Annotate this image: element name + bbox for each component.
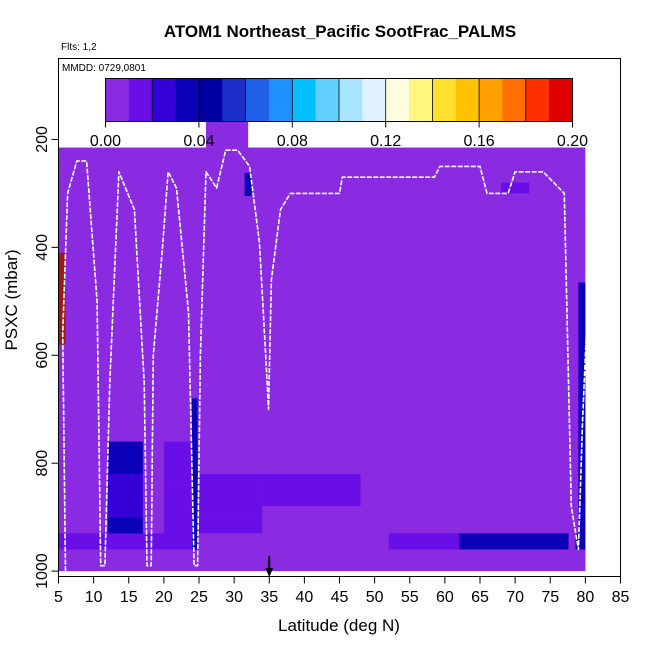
- heatmap-cell: [58, 533, 108, 550]
- heatmap-cell: [444, 174, 551, 199]
- heatmap-cell: [339, 174, 445, 194]
- x-tick-label: 25: [190, 589, 208, 606]
- colorbar-bin: [362, 78, 387, 122]
- colorbar-bin: [268, 78, 293, 122]
- heatmap-cell: [536, 274, 572, 313]
- heatmap-cell: [58, 252, 66, 345]
- colorbar-tick-label: 0.16: [464, 133, 495, 150]
- heatmap-cell: [58, 557, 101, 572]
- heatmap-cell: [458, 290, 502, 313]
- colorbar-bin: [105, 78, 130, 122]
- heatmap-cell: [262, 473, 361, 507]
- marker-arrow-head: [265, 568, 274, 577]
- heatmap-cells: [58, 120, 586, 572]
- heatmap-cell: [199, 533, 389, 545]
- colorbar-bin: [315, 78, 340, 122]
- x-tick-label: 55: [401, 589, 419, 606]
- colorbar-frame: [105, 78, 573, 122]
- heatmap-cell: [458, 533, 579, 550]
- colorbar-bin: [222, 78, 246, 122]
- heatmap-cell: [234, 371, 333, 404]
- colorbar: 0.00 0.04 0.08 0.12 0.16 0.20: [90, 78, 588, 150]
- x-tick-label: 80: [576, 589, 594, 606]
- y-axis-title: PSXC (mbar): [2, 249, 21, 350]
- colorbar-tick-label: 0.08: [277, 133, 308, 150]
- y-axis: 200 400 600 800 1000: [34, 126, 59, 589]
- x-tick-label: 15: [120, 589, 138, 606]
- colorbar-tick-label: 0.20: [557, 133, 588, 150]
- colorbar-tick-label: 0.12: [370, 133, 401, 150]
- colorbar-bin: [292, 78, 317, 122]
- heatmap-cell: [568, 312, 576, 550]
- heatmap-cell: [199, 517, 263, 534]
- heatmap-cell: [107, 441, 143, 474]
- colorbar-bin: [432, 78, 457, 122]
- x-tick-label: 60: [436, 589, 454, 606]
- colorbar-bin: [128, 78, 153, 122]
- x-tick-label: 10: [85, 589, 103, 606]
- colorbar-bin: [549, 78, 573, 122]
- colorbar-bin: [175, 78, 200, 122]
- heatmap-cell: [234, 409, 340, 431]
- heatmap-cell: [501, 182, 530, 194]
- heatmap-cell: [191, 398, 198, 550]
- x-tick-label: 70: [506, 589, 524, 606]
- heatmap-cell: [107, 533, 192, 550]
- x-tick-label: 20: [155, 589, 173, 606]
- x-tick-label: 45: [331, 589, 349, 606]
- heatmap-cell: [163, 441, 192, 485]
- x-tick-label: 35: [260, 589, 278, 606]
- chart-title: ATOM1 Northeast_Pacific SootFrac_PALMS: [164, 22, 516, 41]
- colorbar-bin: [525, 78, 550, 122]
- colorbar-tick-label: 0.00: [90, 133, 121, 150]
- x-tick-label: 65: [471, 589, 489, 606]
- heatmap-cell: [58, 549, 586, 566]
- colorbar-bin: [152, 78, 176, 122]
- y-tick-label: 1000: [34, 553, 51, 589]
- heatmap-cell: [163, 484, 192, 539]
- colorbar-bin: [198, 78, 223, 122]
- heatmap-cell: [388, 533, 459, 550]
- heatmap-cell: [199, 473, 263, 518]
- x-tick-label: 30: [225, 589, 243, 606]
- heatmap-cell: [107, 473, 143, 518]
- y-tick-label: 600: [34, 342, 51, 369]
- y-tick-label: 400: [34, 234, 51, 261]
- x-tick-label: 75: [541, 589, 559, 606]
- latitude-marker: [265, 556, 274, 577]
- colorbar-bin: [502, 78, 527, 122]
- y-tick-label: 800: [34, 450, 51, 477]
- colorbar-bin: [339, 78, 363, 122]
- colorbar-bin: [385, 78, 410, 122]
- flight-track: [61, 149, 589, 572]
- colorbar-bin: [455, 78, 480, 122]
- heatmap-cell: [79, 301, 101, 356]
- heatmap-cell: [65, 171, 73, 550]
- flight-track-line: [61, 149, 589, 572]
- colorbar-bin: [479, 78, 503, 122]
- x-axis-title: Latitude (deg N): [278, 616, 400, 635]
- heatmap-cell: [578, 282, 586, 550]
- y-tick-label: 200: [34, 126, 51, 153]
- x-tick-label: 5: [54, 589, 63, 606]
- heatmap-cell: [269, 274, 368, 318]
- heatmap-cell: [262, 506, 410, 531]
- heatmap-cell: [550, 147, 565, 194]
- colorbar-bin: [409, 78, 433, 122]
- x-tick-label: 40: [295, 589, 313, 606]
- dates-label: MMDD: 0729,0801: [62, 63, 146, 74]
- x-tick-label: 85: [612, 589, 630, 606]
- x-axis: 5 10 15 20 25 30 35 40 45 50 55 60 65 70 75 80 85: [54, 576, 630, 606]
- flights-label: Flts: 1,2: [61, 42, 97, 53]
- heatmap-cell: [395, 328, 445, 377]
- heatmap-cell: [244, 172, 252, 197]
- heatmap-cell: [206, 120, 249, 148]
- colorbar-tick-label: 0.04: [183, 133, 214, 150]
- x-tick-label: 50: [366, 589, 384, 606]
- colorbar-bin: [245, 78, 270, 122]
